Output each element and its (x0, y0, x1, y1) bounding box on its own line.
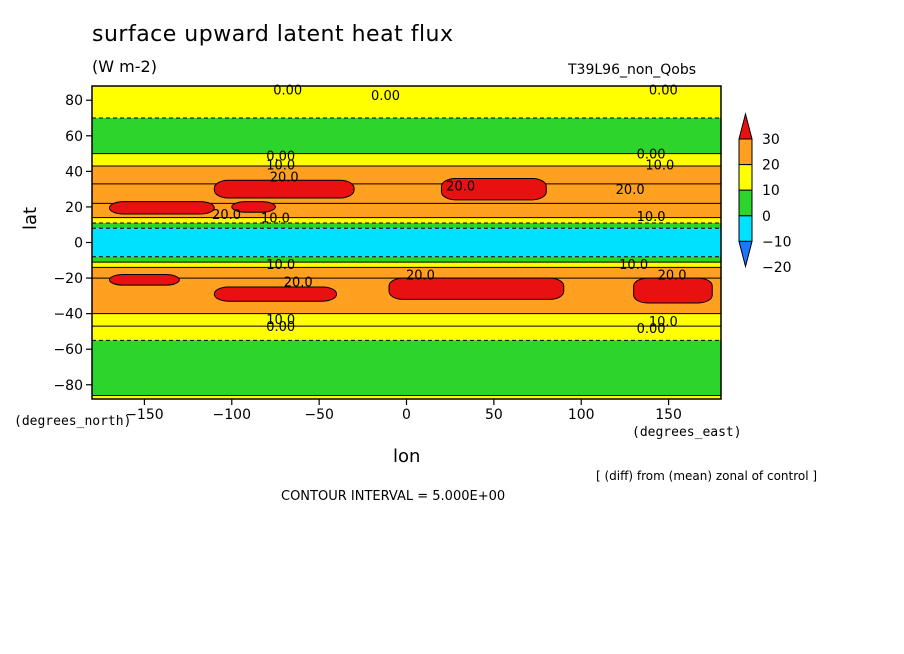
contour-label: 0.00 (649, 84, 678, 99)
contour-label: 20.0 (406, 269, 435, 284)
contour-label: 20.0 (212, 208, 241, 223)
contour-band (92, 340, 721, 396)
y-tick-label: −40 (53, 307, 83, 323)
contour-label: 20.0 (658, 269, 687, 284)
contour-label: 20.0 (284, 276, 313, 291)
contour-label: 10.0 (266, 313, 295, 328)
contour-interval: CONTOUR INTERVAL = 5.000E+00 (281, 489, 506, 504)
x-tick-label: −150 (125, 407, 163, 423)
colorbar-label: 0 (762, 209, 771, 225)
contour-band (92, 217, 721, 223)
contour-band (92, 228, 721, 257)
run-name: T39L96_non_Qobs (568, 62, 697, 78)
contour-label: 10.0 (637, 210, 666, 225)
x-tick-label: 150 (655, 407, 682, 423)
contour-label: 10.0 (261, 212, 290, 227)
contour-label: 10.0 (266, 258, 295, 273)
colorbar-swatch (738, 215, 753, 242)
y-tick-label: −60 (53, 342, 83, 358)
x-axis-unit: (degrees_east) (632, 425, 742, 440)
colorbar-swatch (738, 164, 753, 191)
contour-label: 0.00 (637, 148, 666, 163)
colorbar-swatch (738, 138, 753, 166)
diff-note: [ (diff) from (mean) zonal of control ] (596, 469, 818, 483)
contour-label: 20.0 (616, 183, 645, 198)
colorbar-swatch (738, 189, 753, 217)
contour-band (92, 256, 721, 263)
chart-title: surface upward latent heat flux (92, 22, 454, 47)
contour-patch (440, 177, 547, 201)
x-tick-label: 0 (402, 407, 411, 423)
contour-band (92, 326, 721, 341)
contour-label: 0.00 (266, 149, 295, 164)
x-tick-label: −50 (304, 407, 334, 423)
contour-label: 0.00 (273, 84, 302, 99)
contour-label: 10.0 (619, 258, 648, 273)
x-tick-label: 50 (485, 407, 503, 423)
y-tick-label: −20 (53, 271, 83, 287)
contour-band (92, 262, 721, 268)
contour-label: 20.0 (446, 180, 475, 195)
contour-patch (633, 277, 713, 304)
colorbar-label: −10 (762, 234, 792, 250)
colorbar-max-arrow (738, 112, 753, 140)
contour-band (92, 222, 721, 229)
contour-label: 10.0 (649, 315, 678, 330)
x-axis-label: lon (393, 446, 421, 467)
y-tick-label: 80 (65, 93, 83, 109)
colorbar-label: 10 (762, 183, 780, 199)
colorbar-min-arrow (738, 240, 753, 269)
contour-label: 0.00 (637, 322, 666, 337)
chart-units: (W m-2) (92, 57, 157, 76)
contour-band (92, 166, 721, 184)
contour-patch (213, 179, 355, 199)
y-tick-label: 0 (74, 236, 83, 252)
contour-band (92, 153, 721, 167)
y-tick-label: 20 (65, 200, 83, 216)
colorbar-label: 20 (762, 158, 780, 174)
colorbar-label: 30 (762, 132, 780, 148)
contour-band (92, 118, 721, 154)
x-tick-label: −100 (213, 407, 251, 423)
contour-band (92, 267, 721, 279)
contour-band (92, 395, 721, 399)
contour-band (92, 86, 721, 119)
contour-patch (388, 277, 565, 300)
contour-label: 0.00 (266, 320, 295, 335)
contour-patch (213, 286, 338, 302)
colorbar-label: −20 (762, 260, 792, 276)
contour-label: 10.0 (645, 158, 674, 173)
contour-label: 10.0 (266, 158, 295, 173)
y-axis-unit: (degrees_north) (14, 414, 132, 429)
contour-patch (108, 201, 215, 215)
x-tick-label: 100 (568, 407, 595, 423)
y-tick-label: 60 (65, 129, 83, 145)
y-tick-label: −80 (53, 378, 83, 394)
y-tick-label: 40 (65, 164, 83, 180)
contour-patch (108, 274, 180, 286)
contour-band (92, 313, 721, 327)
contour-label: 20.0 (270, 171, 299, 186)
contour-label: 0.00 (371, 89, 400, 104)
contour-patch (231, 201, 276, 213)
